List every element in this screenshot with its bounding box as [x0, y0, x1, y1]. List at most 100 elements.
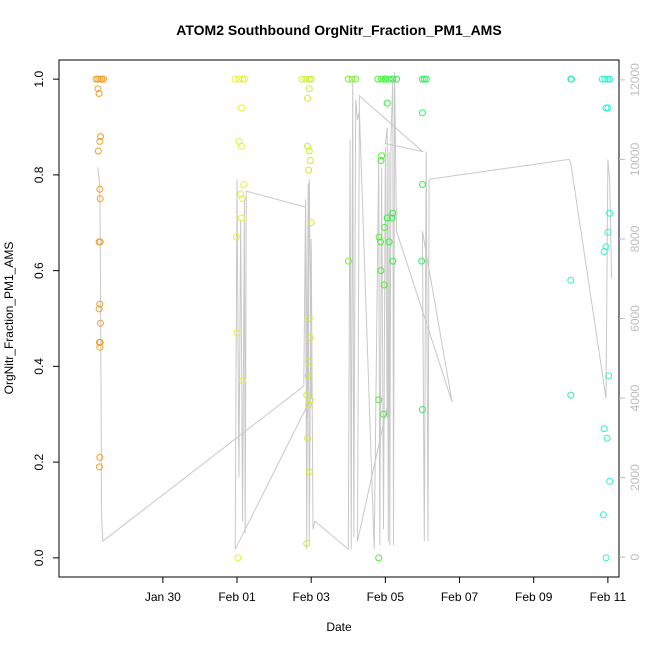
- data-point: [96, 137, 104, 145]
- data-point: [601, 75, 609, 83]
- data-point: [238, 214, 245, 222]
- data-point: [375, 233, 383, 241]
- series-flight-jan28: [92, 75, 107, 471]
- data-point: [381, 224, 389, 231]
- data-point: [232, 233, 240, 241]
- y2-tick-label: 8000: [628, 225, 642, 252]
- data-point: [374, 75, 382, 83]
- y2-tick-label: 10000: [628, 142, 642, 176]
- data-point: [348, 75, 356, 83]
- data-point: [344, 75, 352, 83]
- data-point: [95, 305, 103, 313]
- data-point: [385, 238, 393, 246]
- data-point: [352, 75, 360, 83]
- y2-axis: 0 2000 4000 6000 8000 10000 12000: [619, 63, 642, 560]
- secondary-series-layer: [97, 71, 613, 551]
- data-point: [305, 315, 313, 322]
- data-point: [606, 209, 614, 217]
- data-point: [605, 372, 613, 380]
- x-tick-label: Feb 07: [441, 590, 479, 604]
- data-point: [97, 319, 104, 327]
- points-layer: [92, 75, 614, 562]
- y-tick-label: 1.0: [32, 70, 46, 87]
- y-tick-label: 0.4: [32, 358, 46, 375]
- secondary-series-line: [97, 71, 613, 551]
- data-point: [567, 276, 575, 284]
- data-point: [305, 147, 313, 155]
- data-point: [307, 75, 315, 83]
- data-point: [305, 468, 313, 476]
- data-point: [378, 152, 386, 160]
- data-point: [600, 248, 608, 255]
- data-point: [602, 104, 610, 112]
- series-flight-feb03: [344, 75, 360, 265]
- data-point: [239, 377, 247, 385]
- data-point: [95, 463, 103, 471]
- data-point: [604, 228, 612, 236]
- data-point: [96, 343, 104, 351]
- data-point: [344, 257, 352, 265]
- data-point: [385, 75, 393, 83]
- x-tick-label: Feb 09: [515, 590, 553, 604]
- data-point: [96, 195, 104, 203]
- y-tick-label: 0.8: [32, 166, 46, 183]
- data-point: [307, 219, 315, 227]
- data-point: [233, 329, 241, 337]
- data-point: [304, 142, 311, 150]
- data-point: [375, 554, 383, 562]
- data-point: [96, 238, 104, 246]
- data-point: [418, 181, 426, 188]
- series-flight-feb11: [598, 75, 614, 562]
- series-flight-feb10: [567, 75, 575, 399]
- data-point: [389, 257, 397, 265]
- data-point: [298, 75, 306, 83]
- data-point: [306, 334, 314, 342]
- data-point: [304, 94, 311, 102]
- x-tick-label: Feb 03: [293, 590, 331, 604]
- data-point: [305, 358, 313, 366]
- x-tick-label: Feb 05: [367, 590, 405, 604]
- data-point: [96, 338, 104, 346]
- data-point: [234, 554, 242, 562]
- data-point: [389, 209, 397, 217]
- data-point: [305, 401, 313, 409]
- data-point: [304, 372, 312, 380]
- data-point: [377, 267, 385, 275]
- x-tick-label: Feb 11: [590, 590, 627, 604]
- data-point: [378, 75, 386, 83]
- data-point: [97, 133, 104, 141]
- data-point: [96, 300, 104, 308]
- data-point: [568, 75, 575, 83]
- x-axis: Jan 30 Feb 01 Feb 03 Feb 05 Feb 07 Feb 09 Feb …: [145, 577, 627, 604]
- data-point: [389, 75, 397, 83]
- data-point: [240, 181, 248, 188]
- series-flight-feb02: [298, 75, 315, 547]
- data-point: [606, 477, 614, 485]
- data-point: [304, 434, 311, 442]
- data-point: [420, 75, 428, 83]
- data-point: [98, 75, 106, 83]
- data-point: [388, 214, 396, 222]
- data-point: [383, 214, 391, 222]
- data-point: [94, 85, 102, 93]
- y-tick-label: 0.0: [32, 549, 46, 566]
- data-point: [381, 75, 389, 83]
- data-point: [306, 396, 314, 404]
- data-point: [383, 99, 391, 107]
- data-point: [380, 281, 388, 289]
- data-point: [237, 190, 245, 198]
- data-point: [603, 434, 611, 442]
- x-tick-label: Jan 30: [145, 590, 181, 604]
- y-tick-label: 0.6: [32, 262, 46, 279]
- data-point: [393, 75, 400, 83]
- data-point: [306, 157, 314, 164]
- data-point: [303, 540, 311, 547]
- data-point: [95, 90, 103, 97]
- y2-tick-label: 2000: [628, 464, 642, 491]
- series-flight-feb05: [381, 75, 400, 265]
- data-point: [96, 185, 104, 193]
- data-point: [96, 453, 104, 461]
